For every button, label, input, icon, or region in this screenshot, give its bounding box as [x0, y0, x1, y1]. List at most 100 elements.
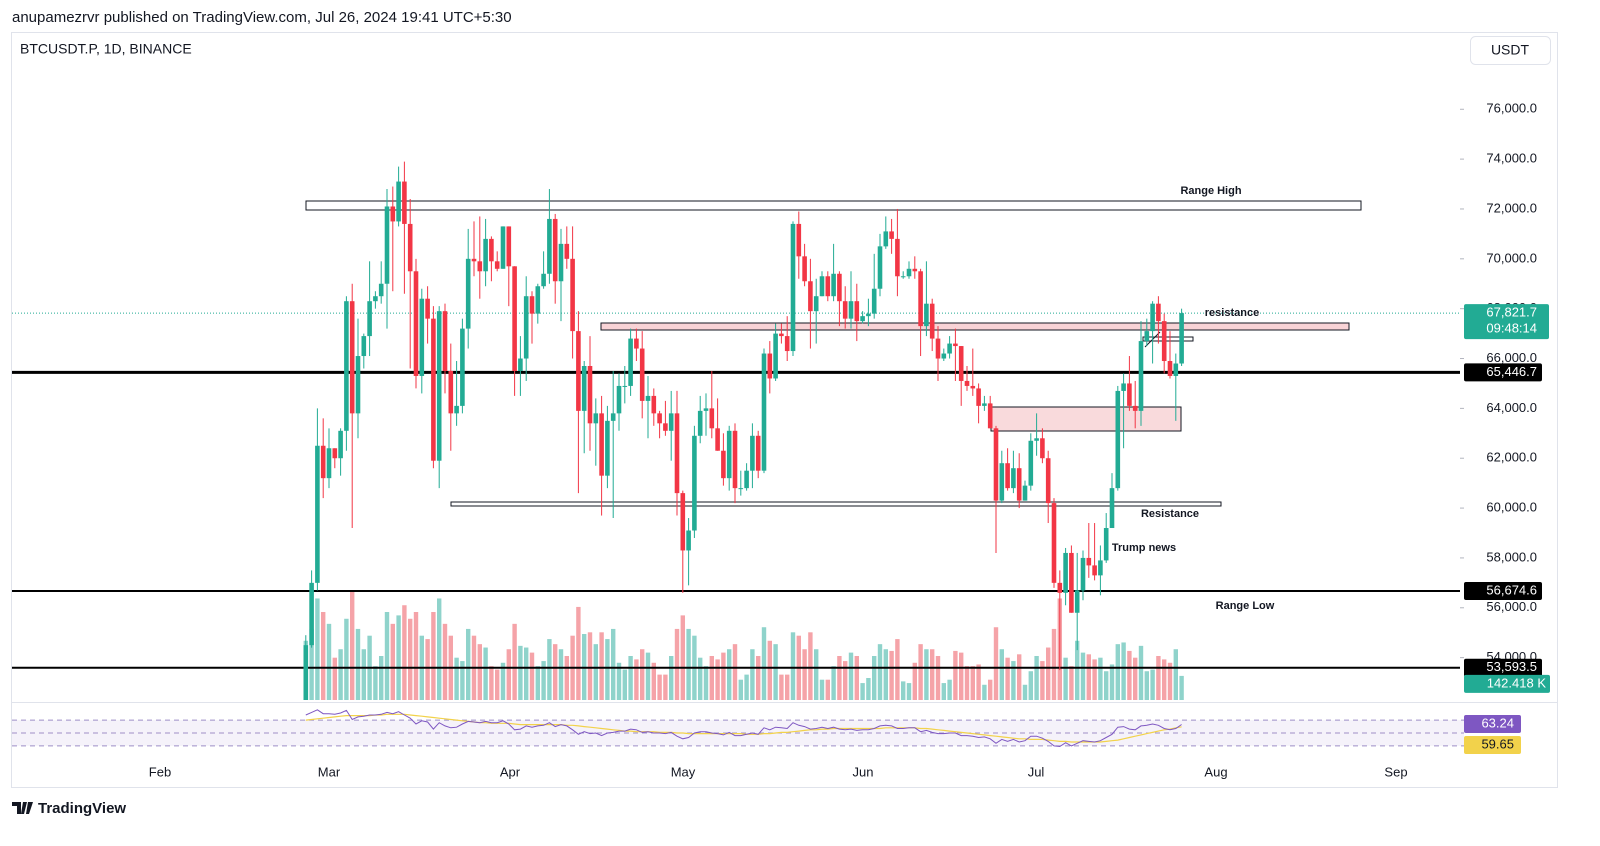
candle-body — [558, 243, 564, 282]
volume-bar — [640, 649, 645, 700]
volume-bar — [506, 649, 511, 700]
currency-button[interactable] — [1470, 36, 1551, 65]
candle-body — [697, 410, 703, 436]
volume-bar — [959, 652, 964, 700]
demand-zone — [990, 406, 1182, 432]
volume-bar — [854, 656, 859, 700]
x-tick-label: Sep — [1384, 764, 1407, 779]
range-high-box — [305, 200, 1362, 211]
candle-body — [1138, 341, 1144, 411]
candle-body — [889, 231, 894, 239]
volume-bar — [402, 605, 407, 700]
candle-body — [1022, 485, 1028, 501]
volume-bar — [935, 656, 941, 700]
volume-bar — [616, 662, 622, 700]
volume-bar — [970, 666, 975, 700]
volume-bar — [860, 683, 865, 700]
candle-body — [1115, 390, 1121, 489]
volume-bar — [1092, 659, 1097, 700]
volume-bar — [918, 644, 923, 700]
axis-layer: 54,000.056,000.058,000.060,000.062,000.0… — [149, 101, 1550, 779]
candle-body — [738, 488, 744, 490]
volume-bar — [1138, 645, 1144, 700]
volume-bar — [669, 656, 674, 700]
volume-bar — [599, 632, 604, 700]
rsi-tag-label: 63.24 — [1481, 715, 1514, 730]
candle-body — [599, 413, 604, 476]
volume-bar — [1162, 659, 1167, 700]
candle-body — [1069, 552, 1074, 613]
candle-body — [871, 288, 877, 314]
volume-bar — [338, 649, 343, 700]
candle-body — [866, 313, 871, 317]
candle-body — [442, 311, 448, 371]
annotation: Range High — [1180, 185, 1241, 197]
candle-body — [918, 271, 923, 327]
candle-body — [906, 268, 912, 277]
volume-bar — [732, 644, 738, 700]
level-tag — [1464, 581, 1542, 600]
candle-body — [1156, 303, 1161, 322]
volume-bar — [912, 662, 917, 700]
volume-bar — [767, 640, 772, 700]
candle-body — [1092, 565, 1097, 576]
volume-bar — [808, 632, 813, 700]
y-tick-label: 60,000.0 — [1486, 500, 1537, 515]
level-tag — [1464, 363, 1542, 382]
volume-bar — [895, 639, 900, 700]
countdown-label: 09:48:14 — [1486, 321, 1537, 336]
candle-body — [587, 366, 593, 424]
candle-body — [947, 343, 952, 354]
volume-bar — [674, 628, 680, 700]
y-tick-label: 74,000.0 — [1486, 151, 1537, 166]
candle-body — [883, 231, 889, 247]
volume-bar — [663, 674, 668, 700]
volume-bar — [1127, 650, 1132, 700]
candle-body — [541, 273, 546, 287]
volume-bar — [1034, 656, 1039, 700]
volume-bar — [413, 612, 419, 700]
rsi-ma-tag-label: 59.65 — [1481, 736, 1514, 751]
volume-bar — [819, 679, 825, 700]
candle-body — [454, 405, 459, 414]
volume-bar — [1005, 657, 1010, 700]
candle-body — [338, 430, 343, 459]
candle-body — [680, 493, 686, 551]
volume-bar — [721, 652, 726, 700]
candle-body — [622, 385, 628, 387]
volume-bar — [512, 623, 517, 700]
brand-logo — [12, 802, 33, 814]
volume-bar — [326, 623, 332, 700]
volume-bar — [831, 666, 836, 700]
volume-bar — [529, 652, 535, 700]
candle-body — [1127, 383, 1132, 406]
volume-bar — [1133, 657, 1138, 700]
volume-bar — [1167, 662, 1173, 700]
y-tick-label: 66,000.0 — [1486, 350, 1537, 365]
candle-body — [1074, 590, 1080, 613]
rsi-ma-tag — [1464, 736, 1521, 754]
candle-body — [349, 301, 355, 414]
volume-bar — [350, 590, 355, 700]
volume-bar — [605, 639, 610, 700]
volume-bar — [396, 615, 401, 700]
volume-bar — [924, 649, 929, 700]
volume-bar — [1011, 661, 1016, 700]
candle-body — [790, 223, 796, 352]
candle-body — [819, 276, 825, 297]
volume-bar — [466, 628, 471, 700]
candle-body — [494, 261, 500, 269]
volume-bar — [843, 661, 848, 700]
volume-bar — [442, 623, 448, 700]
volume-bar — [535, 666, 540, 700]
volume-bar — [1179, 675, 1184, 700]
volume-bar — [495, 669, 500, 700]
candle-body — [808, 281, 813, 312]
volume-bar — [686, 628, 691, 700]
candle-body — [315, 445, 320, 583]
candle-body — [564, 243, 570, 259]
brand-name: TradingView — [38, 800, 126, 817]
candle-body — [1016, 468, 1022, 501]
volume-bar — [1150, 669, 1155, 700]
level-tag-label: 65,446.7 — [1486, 364, 1537, 379]
